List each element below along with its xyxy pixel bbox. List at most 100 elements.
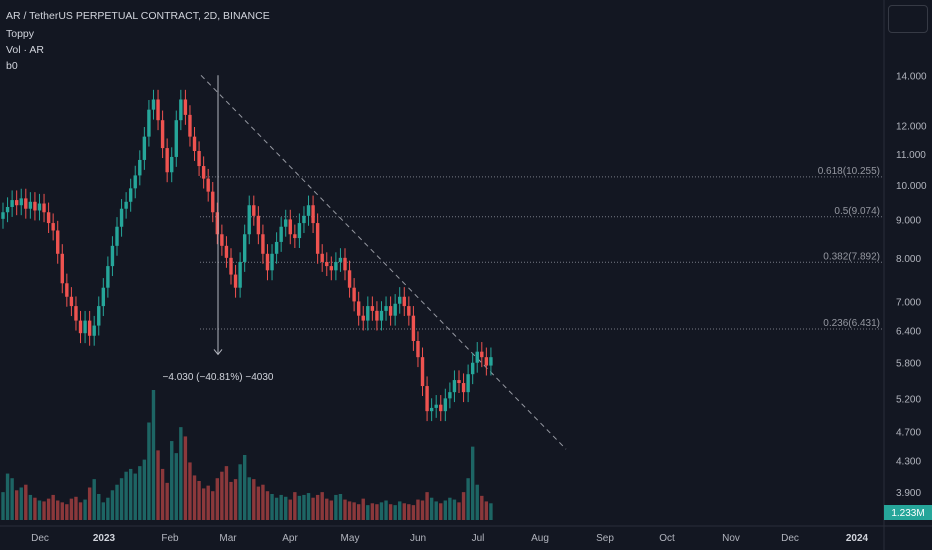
volume-bar xyxy=(274,497,279,520)
candle-body xyxy=(10,200,14,207)
indicator-volume[interactable]: Vol · AR xyxy=(6,44,44,56)
chart-title: AR / TetherUS PERPETUAL CONTRACT, 2D, BI… xyxy=(6,10,270,22)
volume-bar xyxy=(206,485,210,520)
indicator-toppy[interactable]: Toppy xyxy=(6,28,35,40)
volume-bar xyxy=(78,502,83,520)
volume-bar xyxy=(247,477,251,520)
volume-bar xyxy=(110,490,115,520)
candle-body xyxy=(238,261,242,288)
candle-body xyxy=(106,266,110,288)
fib-label-0: 0.618(10.255) xyxy=(818,166,880,177)
volume-bar xyxy=(138,466,142,520)
candle-body xyxy=(443,398,448,412)
candle-body xyxy=(338,257,343,262)
candle-body xyxy=(370,306,375,311)
candle-body xyxy=(457,380,461,384)
volume-bar xyxy=(297,495,302,520)
candle-body xyxy=(484,357,489,366)
volume-bar xyxy=(466,478,470,520)
candle-body xyxy=(461,383,466,393)
candle-body xyxy=(425,386,429,412)
volume-bar xyxy=(388,504,393,520)
volume-bar xyxy=(366,505,370,520)
time-axis[interactable]: Dec 2023 Feb Mar Apr May Jun Jul Aug Sep Oct Nov Dec… xyxy=(31,533,868,544)
indicator-b0[interactable]: b0 xyxy=(6,60,18,72)
volume-bar xyxy=(42,501,46,520)
candle-body xyxy=(448,392,452,399)
price-tick-0: 14.000 xyxy=(896,71,927,82)
candle-body xyxy=(128,188,133,202)
volume-bar xyxy=(475,484,479,520)
candle-body xyxy=(247,205,251,235)
volume-bar xyxy=(5,473,10,520)
fib-label-3: 0.236(6.431) xyxy=(823,318,880,329)
volume-bar xyxy=(179,427,183,520)
candle-body xyxy=(83,320,87,334)
candle-body xyxy=(315,223,320,254)
volume-badge xyxy=(884,505,932,520)
candle-body xyxy=(160,120,165,149)
volume-bar xyxy=(265,491,270,520)
candle-body xyxy=(256,215,261,235)
candle-body xyxy=(366,306,370,321)
candle-body xyxy=(78,320,83,334)
candle-body xyxy=(475,351,479,363)
volume-bar xyxy=(220,471,224,520)
price-axis[interactable]: 14.000 12.000 11.000 10.000 9.000 8.000 7.000 6… xyxy=(884,71,932,520)
candle-body xyxy=(361,315,365,321)
volume-bar xyxy=(211,491,215,520)
candle-body xyxy=(274,241,279,254)
price-tick-7: 6.400 xyxy=(896,327,921,338)
candle-body xyxy=(142,136,147,160)
volume-bar xyxy=(14,490,19,520)
volume-bar xyxy=(242,455,247,520)
candle-body xyxy=(124,201,128,209)
candle-body xyxy=(65,283,69,297)
volume-bar xyxy=(51,494,55,520)
volume-bar xyxy=(1,492,5,520)
candle-body xyxy=(293,234,297,239)
candle-body xyxy=(192,136,197,152)
candle-body xyxy=(170,156,174,173)
volume-bar xyxy=(393,505,397,520)
candle-body xyxy=(19,198,23,206)
volume-bar xyxy=(439,503,443,520)
volume-bar xyxy=(411,505,416,520)
trendline[interactable] xyxy=(200,74,567,450)
candle-body xyxy=(466,374,470,393)
candle-body xyxy=(56,230,60,254)
candle-body xyxy=(220,234,224,246)
volume-bar xyxy=(28,494,33,520)
candle-body xyxy=(261,234,265,254)
volume-bar xyxy=(407,504,411,520)
volume-bar xyxy=(97,494,101,520)
candle-body xyxy=(33,201,37,211)
candle-body xyxy=(279,226,283,242)
top-right-button[interactable] xyxy=(888,5,928,33)
price-tick-8: 5.800 xyxy=(896,359,921,370)
volume-bar xyxy=(434,501,438,520)
candle-body xyxy=(201,166,206,179)
candle-body xyxy=(87,320,92,336)
candle-body xyxy=(97,306,101,326)
candle-body xyxy=(284,219,288,227)
volume-bar xyxy=(115,484,119,520)
volume-bar xyxy=(10,478,14,520)
price-tick-9: 5.200 xyxy=(896,394,921,405)
candle-body xyxy=(101,287,106,307)
candle-body xyxy=(211,191,215,213)
candle-body xyxy=(384,306,388,311)
candle-body xyxy=(138,159,142,176)
time-tick-13: 2024 xyxy=(846,533,869,544)
volume-bar xyxy=(170,441,174,520)
candle-body xyxy=(320,253,324,262)
volume-bar xyxy=(92,479,96,520)
candle-body xyxy=(69,296,74,307)
candle-body xyxy=(229,257,233,275)
volume-bar xyxy=(37,500,42,520)
candle-body xyxy=(325,261,329,267)
measure-arrow-icon xyxy=(213,349,223,356)
price-tick-3: 10.000 xyxy=(896,181,927,192)
